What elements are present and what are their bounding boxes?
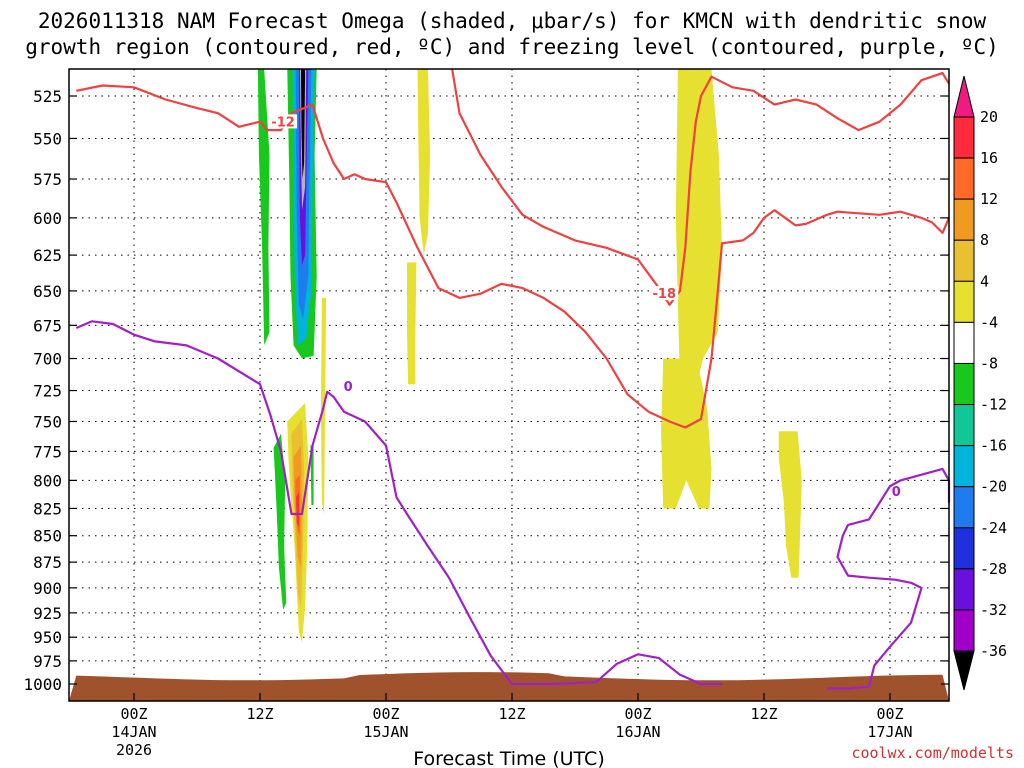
colorbar-segment [953,527,975,570]
x-axis-label: Forecast Time (UTC) [413,748,604,768]
contour-label: 0 [892,485,901,500]
chart-title-line-2: growth region (contoured, red, ºC) and f… [25,35,999,59]
colorbar-label: -12 [980,396,1007,414]
colorbar-label: -20 [980,478,1007,496]
contour-label-bg [334,379,363,394]
freezing-level-contours: 00 [75,320,951,690]
x-tick-year-label: 2026 [116,741,152,759]
x-tick-day-label: 14JAN [111,723,156,741]
y-tick-label: 850 [33,527,62,546]
colorbar-label: 16 [980,149,998,167]
contour-label-bg [269,114,298,129]
x-tick-label: 00Z [372,705,399,723]
x-tick-day-label: 17JAN [867,723,912,741]
contour-label: -18 [653,287,677,302]
terrain-layer [69,672,949,701]
colorbar-segment [953,362,975,406]
purple-contour [75,320,554,686]
x-tick-label: 00Z [120,705,147,723]
colorbar-segment [953,198,975,241]
y-tick-label: 700 [33,350,62,369]
x-tick-label: 12Z [498,705,525,723]
plot-frame [68,68,950,702]
plot-background [69,69,949,701]
colorbar-label: 4 [980,272,989,290]
colorbar-top-arrow [953,75,975,118]
contour-label: -12 [271,115,295,130]
colorbar-label: -8 [980,354,998,372]
colorbar-bottom-arrow [953,650,975,691]
y-tick-label: 550 [33,129,62,148]
colorbar-segment [953,404,975,447]
omega-shading [257,69,802,642]
y-tick-label: 925 [33,604,62,623]
x-tick-day-label: 15JAN [363,723,408,741]
y-axis-ticks: 525 550 575 600 625 650 675 700 725 750 775 800 825 8… [23,87,949,694]
colorbar-label: -36 [980,642,1007,660]
omega-region [301,69,306,179]
y-tick-label: 800 [33,471,62,490]
chart-title-line-1: 2026011318 NAM Forecast Omega (shaded, μ… [38,9,987,33]
x-tick-label: 12Z [750,705,777,723]
omega-region [417,69,431,256]
contour-label: 0 [344,380,353,395]
red-contour [76,84,951,429]
y-tick-label: 675 [33,316,62,335]
colorbar: 20 16 12 8 4 -4 -8 -12 -16 -20 -24 -28 -32 -36 [953,75,1007,691]
y-tick-label: 600 [33,209,62,228]
y-tick-label: 875 [33,553,62,572]
colorbar-segment [953,116,975,159]
colorbar-label: 8 [980,231,989,249]
y-tick-label: 725 [33,382,62,401]
colorbar-label: 12 [980,190,998,208]
y-tick-label: 775 [33,442,62,461]
purple-contour [827,467,951,690]
omega-region [675,69,722,397]
omega-region [778,431,802,578]
contour-label-bg [650,286,679,301]
x-tick-label: 00Z [624,705,651,723]
y-tick-label: 825 [33,499,62,518]
y-tick-label: 975 [33,652,62,671]
dendritic-growth-contours: -12 -18 [76,69,951,429]
omega-region [407,262,417,385]
omega-region [661,358,712,509]
y-tick-label: 575 [33,170,62,189]
x-tick-label: 00Z [876,705,903,723]
red-contour [451,69,950,306]
colorbar-segment [953,609,975,652]
x-tick-label: 12Z [246,705,273,723]
omega-region [257,69,270,346]
omega-region [273,433,287,610]
colorbar-label: -32 [980,601,1007,619]
terrain-band [69,672,949,701]
y-tick-label: 1000 [23,675,62,694]
y-tick-label: 625 [33,246,62,265]
colorbar-segment [953,280,975,323]
colorbar-label: -16 [980,437,1007,455]
colorbar-label: -24 [980,519,1007,537]
y-tick-label: 750 [33,412,62,431]
colorbar-segment [953,486,975,529]
colorbar-label: -4 [980,313,998,331]
omega-region [296,491,299,528]
colorbar-segment [953,239,975,282]
y-tick-label: 650 [33,282,62,301]
purple-contour [553,653,722,686]
colorbar-segment [953,321,975,364]
colorbar-segment [953,568,975,611]
colorbar-label: 20 [980,108,998,126]
y-tick-label: 525 [33,87,62,106]
y-tick-label: 950 [33,628,62,647]
y-tick-label: 900 [33,579,62,598]
x-tick-day-label: 16JAN [615,723,660,741]
colorbar-label: -28 [980,560,1007,578]
colorbar-segment [953,445,975,488]
colorbar-segment [953,157,975,200]
credit-text: coolwx.com/modelts [851,744,1014,762]
